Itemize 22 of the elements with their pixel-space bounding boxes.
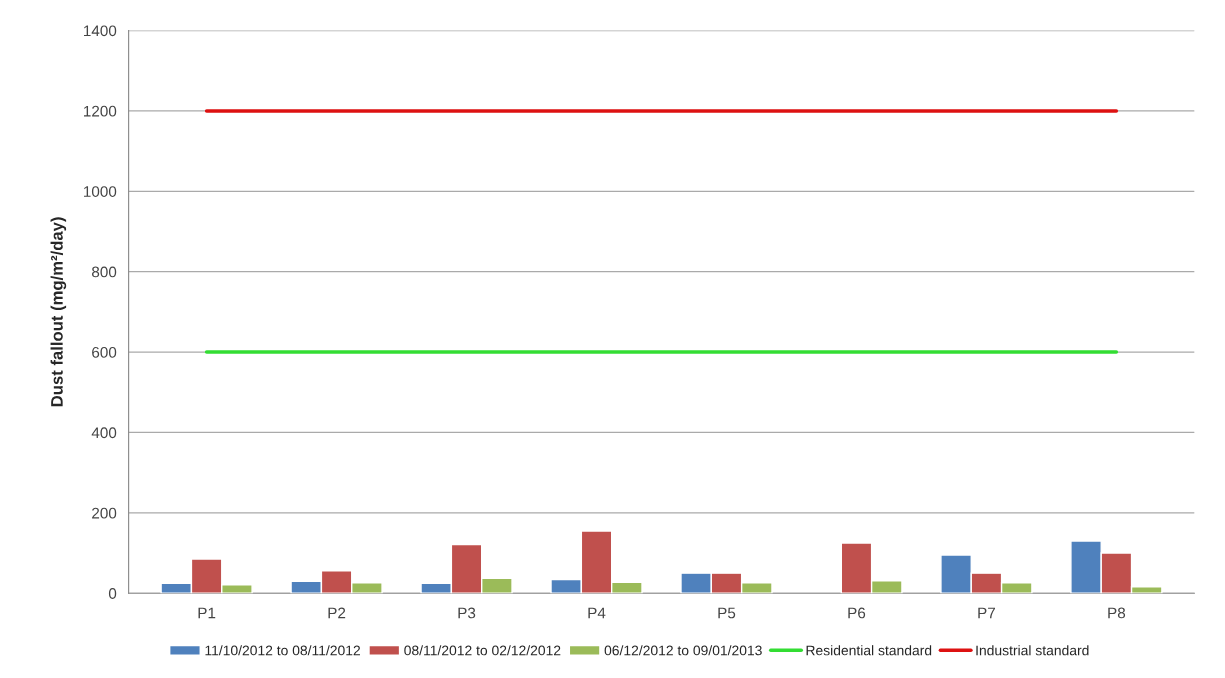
y-tick-label: 1000 — [84, 186, 117, 197]
x-tick-label: P4 — [588, 607, 606, 619]
x-tick-label: P6 — [848, 607, 866, 619]
legend-label: Residential standard — [806, 645, 932, 656]
legend-label: 06/12/2012 to 09/01/2013 — [604, 645, 762, 656]
y-tick-label: 200 — [92, 507, 117, 519]
x-tick-label: P5 — [718, 607, 736, 619]
legend-label: 11/10/2012 to 08/11/2012 — [205, 645, 360, 656]
y-tick-label: 800 — [92, 266, 117, 278]
y-tick-label: 400 — [91, 427, 117, 439]
x-tick-label: P7 — [978, 607, 995, 619]
x-tick-label: P3 — [458, 607, 476, 619]
x-tick-label: P2 — [328, 607, 346, 619]
y-tick-label: 1400 — [84, 25, 117, 37]
x-tick-label: P1 — [198, 607, 216, 619]
y-tick-label: 600 — [92, 346, 117, 358]
y-axis-title: Dust fallout (mg/m²/day) — [50, 217, 67, 407]
x-tick-label: P8 — [1108, 607, 1126, 619]
legend-label: 08/11/2012 to 02/12/2012 — [404, 645, 561, 656]
legend-label: Industrial standard — [976, 645, 1089, 656]
y-tick-label: 0 — [108, 588, 117, 599]
y-tick-label: 1200 — [84, 105, 117, 117]
